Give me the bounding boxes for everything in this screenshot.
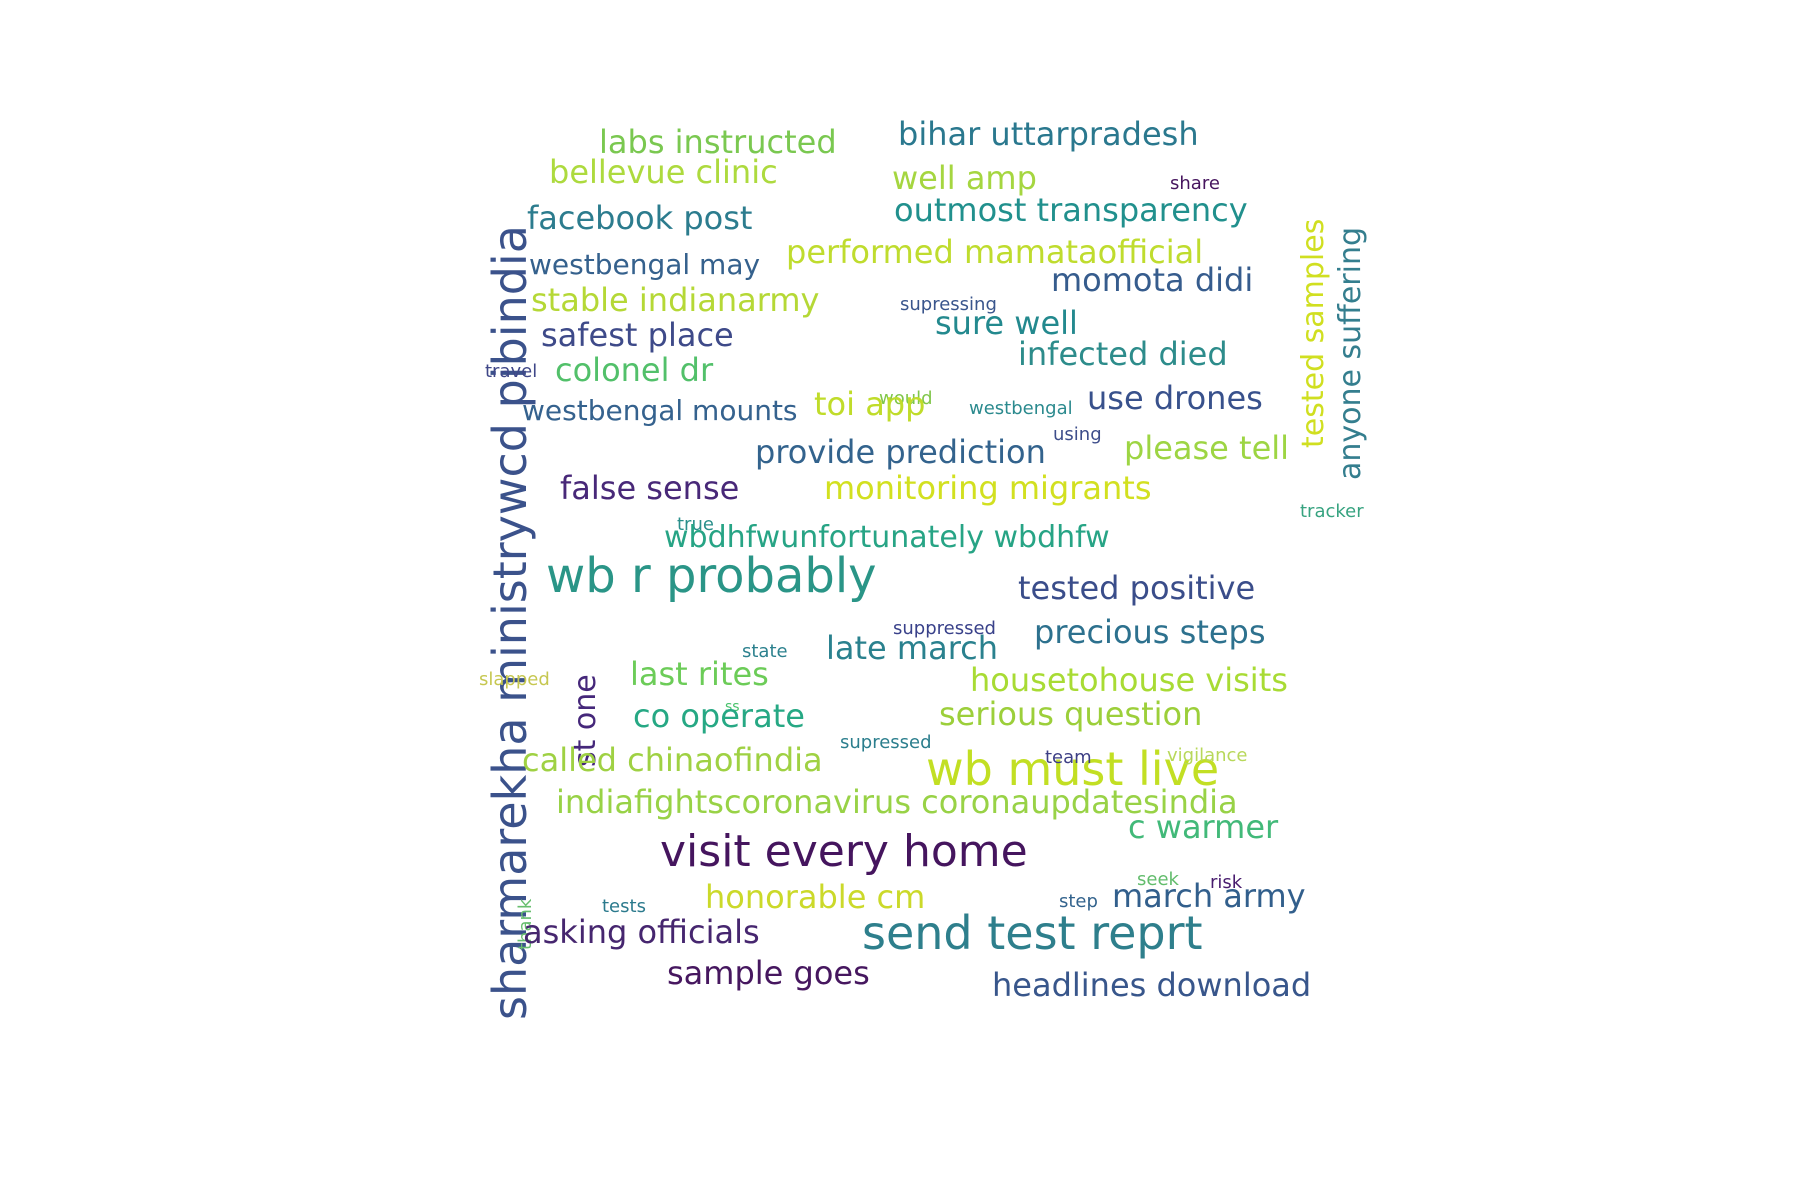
word-headlines-download: headlines download — [992, 965, 1312, 1004]
word-visit-every-home: visit every home — [660, 826, 1028, 878]
word-safest-place: safest place — [541, 315, 734, 354]
word-c-warmer: c warmer — [1128, 807, 1279, 846]
word-honorable-cm: honorable cm — [705, 877, 926, 916]
word-share: share — [1170, 172, 1220, 194]
word-use-drones: use drones — [1087, 378, 1263, 417]
word-state: state — [742, 640, 788, 662]
word-toi-app: toi app — [814, 384, 926, 423]
word-housetohouse-visits: housetohouse visits — [970, 660, 1288, 699]
word-send-test-reprt: send test reprt — [862, 906, 1203, 961]
word-momota-didi: momota didi — [1051, 260, 1254, 299]
word-wb-r-probably: wb r probably — [546, 548, 877, 605]
word-bellevue-clinic: bellevue clinic — [549, 152, 778, 191]
word-slapped: slapped — [479, 668, 550, 690]
word-anyone-suffering: anyone suffering — [1332, 226, 1368, 480]
word-supressing: supressing — [900, 293, 997, 315]
word-false-sense: false sense — [560, 468, 740, 507]
word-supressed: supressed — [840, 731, 932, 753]
word-labs-instructed: labs instructed — [599, 122, 837, 161]
word-vigilance: vigilance — [1167, 744, 1248, 766]
word-sure-well: sure well — [935, 303, 1078, 342]
word-performed-mamataofficial: performed mamataofficial — [786, 232, 1204, 271]
word-well-amp: well amp — [892, 158, 1037, 197]
word-tested-samples: tested samples — [1295, 218, 1331, 448]
word-infected-died: infected died — [1018, 334, 1228, 373]
word-precious-steps: precious steps — [1034, 612, 1266, 651]
word-bihar-uttarpradesh: bihar uttarpradesh — [898, 114, 1199, 153]
word-westbengal: westbengal — [969, 397, 1073, 419]
word-serious-question: serious question — [939, 694, 1203, 733]
word-called-chinaofindia: called chinaofindia — [522, 740, 823, 779]
word-indiafightscoronavirus-coronaupdatesindia: indiafightscoronavirus coronaupdatesindi… — [556, 782, 1238, 821]
word-tested-positive: tested positive — [1018, 568, 1256, 607]
word-late-march: late march — [826, 628, 999, 667]
word-monitoring-migrants: monitoring migrants — [824, 468, 1152, 507]
word-stable-indianarmy: stable indianarmy — [531, 280, 820, 319]
word-ss: ss — [725, 698, 740, 715]
word-march-army: march army — [1112, 876, 1306, 915]
word-last-rites: last rites — [630, 654, 769, 693]
word-facebook-post: facebook post — [527, 198, 753, 237]
word-team: team — [1045, 746, 1092, 768]
word-travel: travel — [485, 360, 538, 382]
word-westbengal-mounts: westbengal mounts — [522, 394, 798, 428]
word-seek: seek — [1137, 868, 1179, 890]
word-risk: risk — [1210, 871, 1243, 893]
word-step: step — [1059, 890, 1098, 912]
word-tests: tests — [602, 895, 646, 917]
word-outmost-transparency: outmost transparency — [894, 190, 1248, 229]
word-westbengal-may: westbengal may — [529, 248, 761, 282]
word-asking-officials: asking officials — [523, 912, 760, 951]
word-please-tell: please tell — [1124, 428, 1290, 467]
word-co-operate: co operate — [633, 696, 805, 735]
word-sample-goes: sample goes — [667, 953, 870, 992]
word-would: would — [879, 387, 933, 409]
word-colonel-dr: colonel dr — [555, 350, 714, 389]
word-wbdhfwunfortunately-wbdhfw: wbdhfwunfortunately wbdhfw — [664, 519, 1110, 555]
word-tracker: tracker — [1300, 500, 1364, 522]
word-true: true — [677, 513, 714, 535]
word-provide-prediction: provide prediction — [755, 432, 1046, 471]
word-using: using — [1053, 423, 1102, 445]
word-suppressed: suppressed — [893, 617, 996, 639]
word-wb-must-live: wb must live — [926, 742, 1220, 797]
